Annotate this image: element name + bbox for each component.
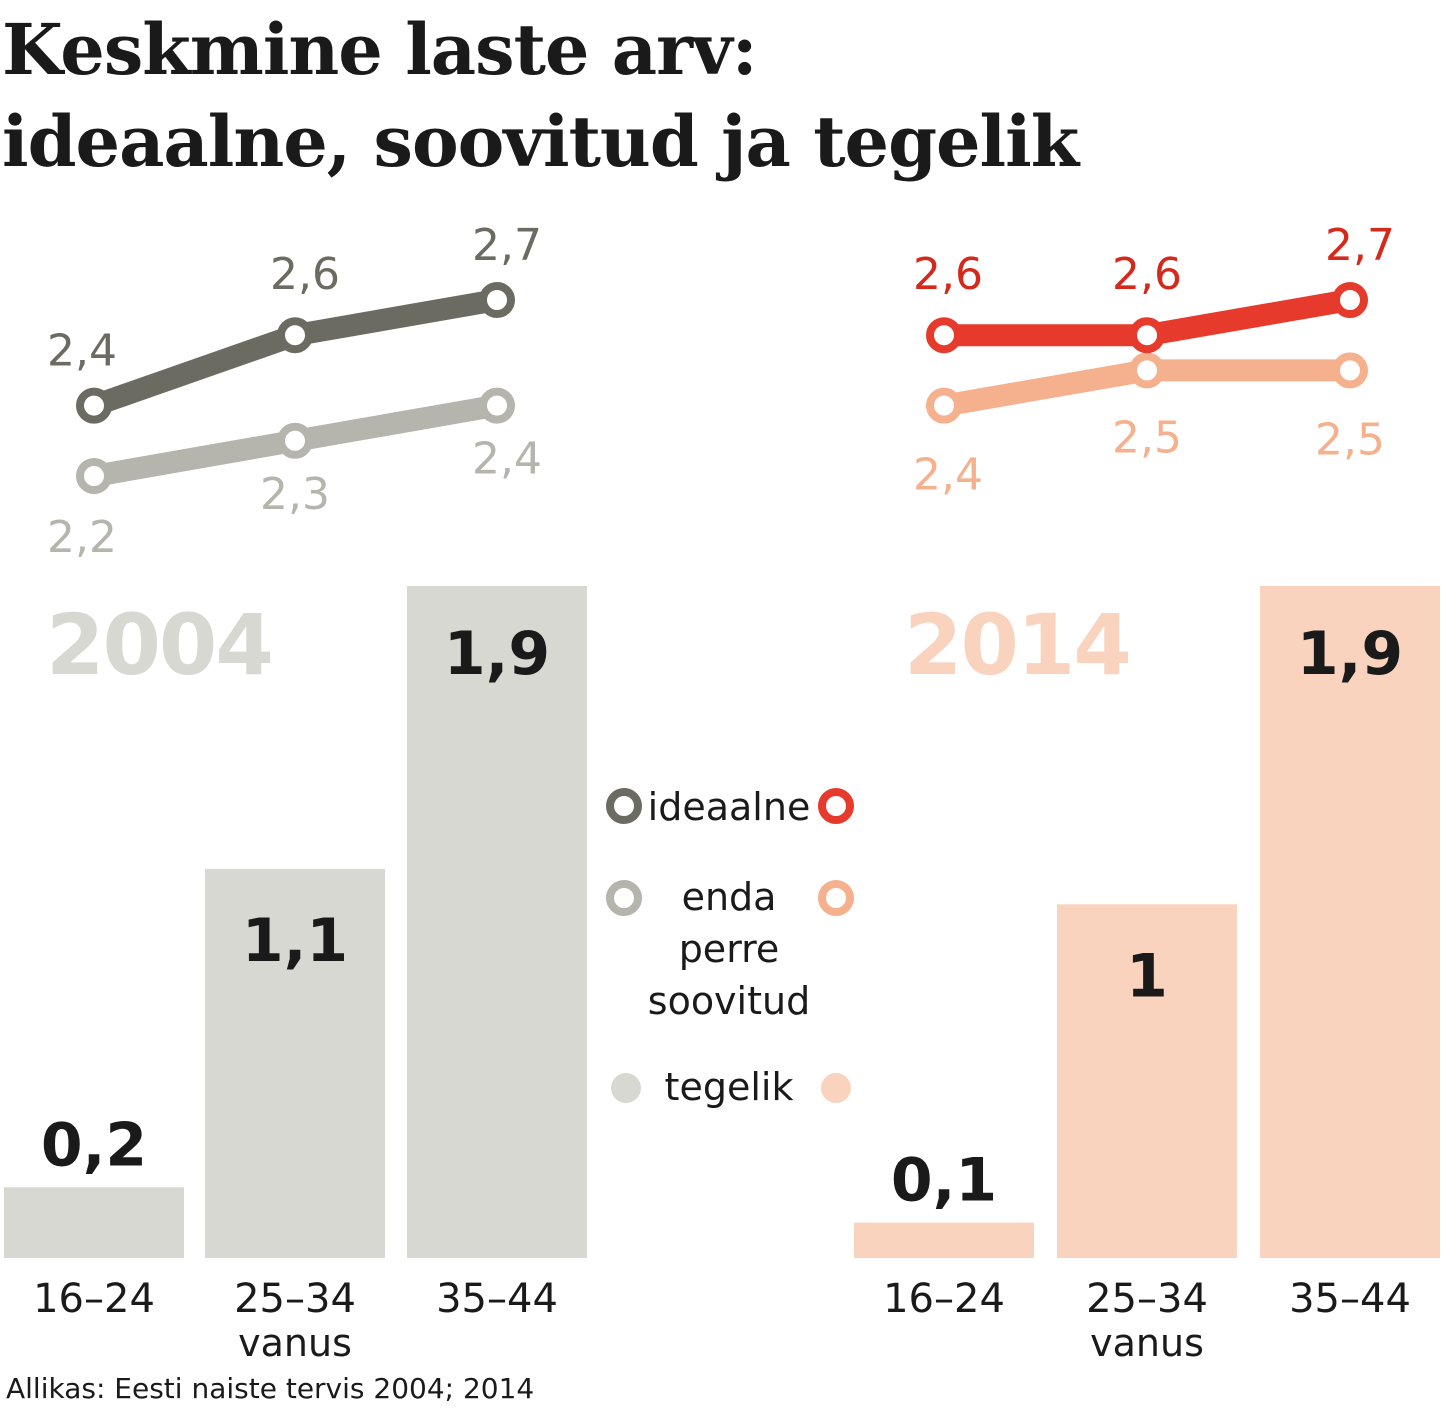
point-desired-2014-2: [1332, 352, 1368, 389]
source-note: Allikas: Eesti naiste tervis 2004; 2014: [6, 1372, 535, 1405]
legend-desired-label-2: perre: [679, 927, 780, 971]
legend-desired-label-3: soovitud: [648, 979, 810, 1023]
point-label-desired-2014-1: 2,5: [1112, 412, 1182, 463]
bar-2014-2: [1260, 586, 1440, 1258]
point-ideal-2004-0: [76, 387, 112, 424]
bar-2004-2: [407, 586, 587, 1258]
point-desired-2014-0: [926, 387, 962, 424]
bar-value-label-2004-0: 0,2: [41, 1110, 147, 1180]
bar-value-label-2004-2: 1,9: [444, 619, 550, 689]
title-line-2: ideaalne, soovitud ja tegelik: [2, 100, 1079, 183]
point-ideal-2014-1: [1129, 317, 1165, 354]
year-label-2004: 2004: [46, 596, 272, 694]
point-ideal-2004-2: [479, 282, 515, 318]
bar-2004-1: [205, 868, 385, 1258]
chart-title: Keskmine laste arv: ideaalne, soovitud j…: [2, 4, 1079, 188]
bar-value-label-2014-0: 0,1: [891, 1146, 997, 1216]
point-ideal-2014-2: [1332, 282, 1368, 318]
year-label-2014: 2014: [904, 596, 1130, 694]
point-label-ideal-2004-1: 2,6: [270, 249, 340, 300]
point-desired-2004-0: [76, 458, 112, 494]
point-label-ideal-2014-0: 2,6: [913, 249, 983, 300]
bar-value-label-2014-1: 1: [1126, 941, 1168, 1011]
point-label-desired-2014-0: 2,4: [913, 450, 983, 501]
point-label-desired-2004-1: 2,3: [260, 469, 330, 520]
x-tick-label-2004-1: 25–34: [234, 1276, 356, 1322]
point-ideal-2004-1: [277, 317, 313, 354]
legend-desired-2004-marker: [606, 880, 642, 916]
bar-value-label-2004-1: 1,1: [242, 906, 348, 976]
bar-value-label-2014-2: 1,9: [1297, 619, 1403, 689]
x-tick-label-2014-2: 35–44: [1289, 1276, 1411, 1322]
point-label-desired-2004-0: 2,2: [47, 512, 117, 563]
bar-2014-1: [1057, 904, 1237, 1258]
bar-2004-0: [4, 1187, 184, 1258]
point-ideal-2014-0: [926, 317, 962, 354]
bar-2014-0: [854, 1222, 1034, 1258]
legend-ideal-2004-marker: [606, 788, 642, 824]
x-tick-label-2014-1: 25–34: [1086, 1276, 1208, 1322]
point-label-ideal-2004-0: 2,4: [47, 326, 117, 377]
x-tick-label-2004-2: 35–44: [436, 1276, 558, 1322]
title-line-1: Keskmine laste arv:: [2, 8, 758, 91]
x-tick-label-2004-0: 16–24: [33, 1276, 155, 1322]
point-label-ideal-2004-2: 2,7: [472, 220, 542, 271]
x-axis-label-2014: vanus: [1090, 1321, 1204, 1365]
point-desired-2004-1: [277, 422, 313, 459]
point-label-ideal-2014-1: 2,6: [1112, 249, 1182, 300]
point-label-desired-2014-2: 2,5: [1315, 414, 1385, 465]
point-desired-2004-2: [479, 387, 515, 424]
point-desired-2014-1: [1129, 352, 1165, 389]
legend-actual-2014-marker: [821, 1073, 851, 1103]
point-label-desired-2004-2: 2,4: [472, 434, 542, 485]
legend-actual-2004-marker: [611, 1073, 641, 1103]
point-label-ideal-2014-2: 2,7: [1325, 220, 1395, 271]
legend-ideal-label: ideaalne: [648, 785, 811, 829]
legend-desired-label-1: enda: [682, 875, 777, 919]
legend-actual-label: tegelik: [665, 1065, 794, 1109]
x-tick-label-2014-0: 16–24: [883, 1276, 1005, 1322]
legend-desired-2014-marker: [818, 880, 854, 916]
x-axis-label-2004: vanus: [238, 1321, 352, 1365]
legend-ideal-2014-marker: [818, 788, 854, 824]
